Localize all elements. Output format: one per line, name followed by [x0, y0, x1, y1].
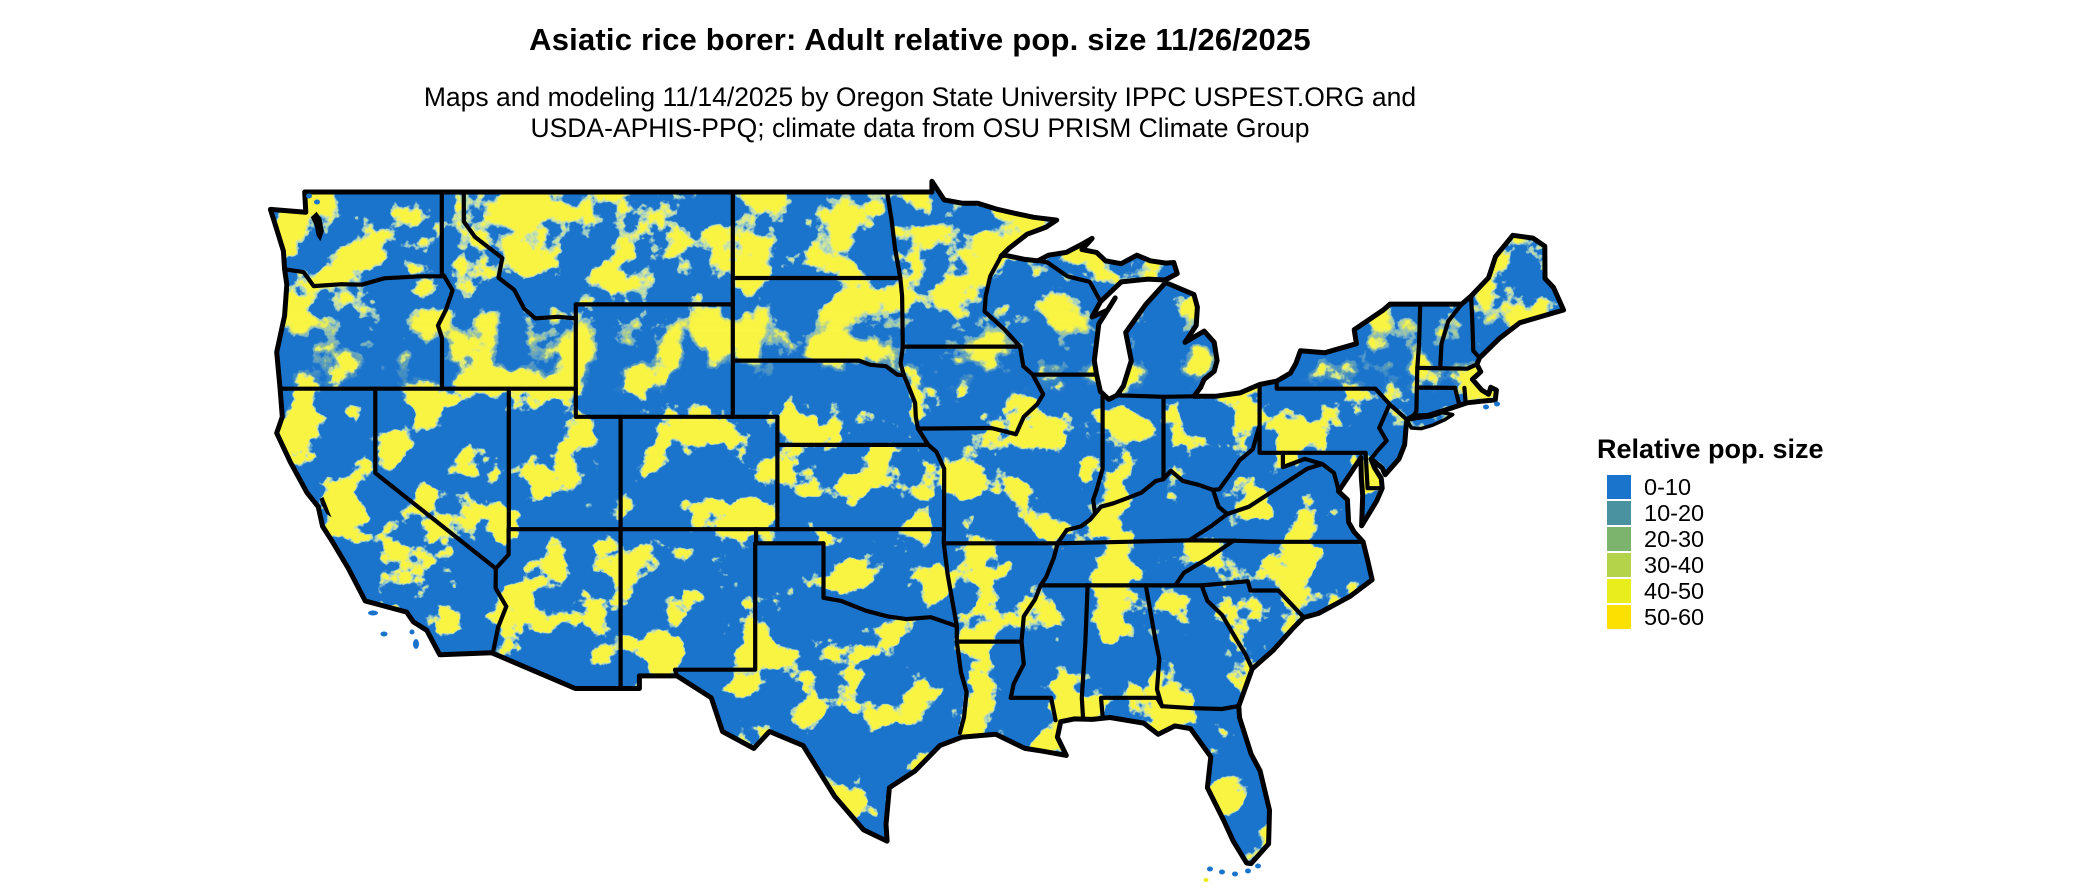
legend-swatch — [1607, 475, 1631, 499]
legend-swatch — [1607, 527, 1631, 551]
legend-item: 10-20 — [1597, 500, 1824, 526]
legend-label: 50-60 — [1644, 603, 1705, 630]
legend-item: 0-10 — [1597, 474, 1824, 500]
legend-swatch — [1607, 501, 1631, 525]
legend-swatch — [1607, 553, 1631, 577]
legend-label: 20-30 — [1644, 525, 1705, 552]
legend-item: 20-30 — [1597, 526, 1824, 552]
subtitle-line-1: Maps and modeling 11/14/2025 by Oregon S… — [423, 82, 1417, 112]
state-borders — [278, 189, 1482, 735]
inland-water — [310, 211, 332, 518]
legend-item: 30-40 — [1597, 552, 1824, 578]
legend-label: 40-50 — [1644, 577, 1705, 604]
legend-label: 10-20 — [1644, 499, 1705, 526]
offshore-islands — [306, 193, 1500, 882]
legend-label: 30-40 — [1644, 551, 1705, 578]
legend-swatch — [1607, 605, 1631, 629]
legend-item: 50-60 — [1597, 604, 1824, 630]
subtitle-line-2: USDA-APHIS-PPQ; climate data from OSU PR… — [530, 113, 1310, 143]
legend-item: 40-50 — [1597, 578, 1824, 604]
legend-label: 0-10 — [1644, 473, 1692, 500]
long-island-outline — [1405, 410, 1455, 431]
legend-title: Relative pop. size — [1597, 434, 1824, 464]
page-title: Asiatic rice borer: Adult relative pop. … — [529, 22, 1311, 57]
legend-swatch — [1607, 579, 1631, 603]
subtitle: Maps and modeling 11/14/2025 by Oregon S… — [270, 82, 1570, 144]
legend: Relative pop. size 0-10 10-20 20-30 30-4… — [1597, 434, 1824, 630]
